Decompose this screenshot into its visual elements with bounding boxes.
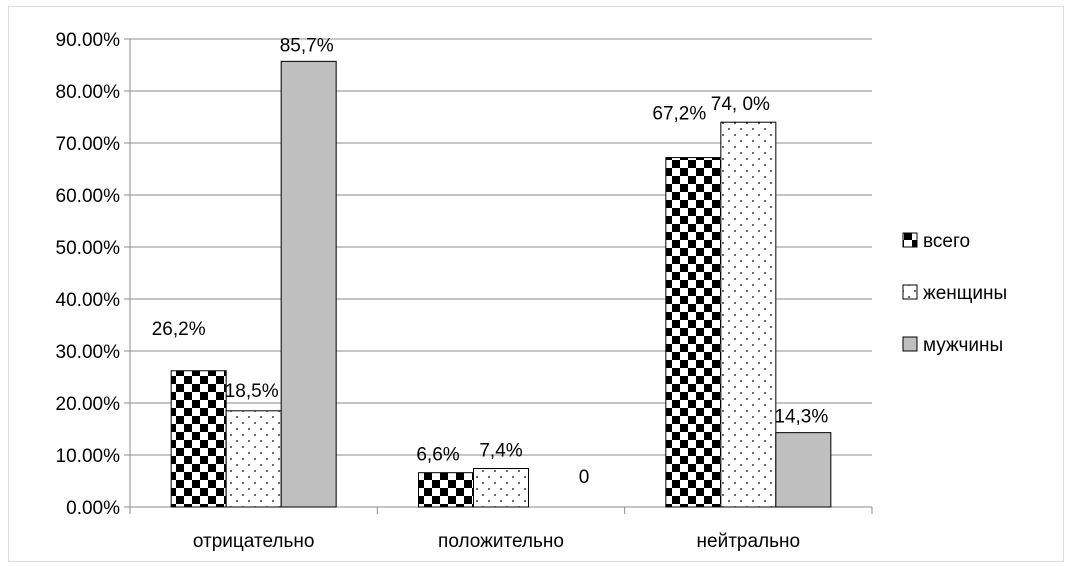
legend-label: мужчины	[923, 335, 1003, 356]
y-tick-label: 60.00%	[56, 186, 121, 207]
bar	[775, 432, 832, 508]
y-tick-label: 50.00%	[56, 238, 121, 259]
bar	[280, 60, 337, 508]
legend-label: женщины	[923, 283, 1007, 304]
legend: всего женщины мужчины	[902, 231, 1007, 356]
y-tick-label: 0.00%	[66, 498, 120, 519]
x-tick-label: положительно	[438, 531, 564, 552]
data-label: 14,3%	[774, 407, 828, 428]
y-tick-label: 40.00%	[56, 290, 121, 311]
data-labels: 26,2% 18,5% 85,7% 6,6% 7,4% 0 67,2% 74, 0% 14,3%	[152, 35, 829, 488]
data-label: 74, 0%	[711, 94, 770, 115]
y-tick-label: 70.00%	[56, 134, 121, 155]
bar	[473, 468, 529, 508]
legend-swatch	[902, 232, 918, 248]
y-tick-label: 30.00%	[56, 342, 121, 363]
data-label: 85,7%	[280, 35, 334, 56]
x-tick-label: отрицательно	[193, 531, 315, 552]
data-label: 0	[579, 467, 590, 488]
bar	[225, 410, 282, 508]
y-tick-label: 10.00%	[56, 446, 121, 467]
data-label: 26,2%	[152, 319, 206, 340]
legend-swatch	[902, 336, 918, 352]
data-label: 18,5%	[225, 381, 279, 402]
bar	[720, 121, 777, 508]
bars	[170, 60, 832, 508]
y-axis-tick-labels: 0.00% 10.00% 20.00% 30.00% 40.00% 50.00% 60.00…	[56, 30, 121, 519]
data-label: 67,2%	[652, 104, 706, 125]
x-axis-tick-labels: отрицательно положительно нейтрально	[193, 531, 800, 552]
x-tick-label: нейтрально	[697, 531, 801, 552]
legend-swatch	[902, 284, 918, 300]
bar	[418, 472, 474, 508]
y-tick-label: 20.00%	[56, 394, 121, 415]
bar	[170, 370, 227, 508]
data-label: 6,6%	[416, 445, 459, 466]
chart-frame	[8, 6, 1064, 562]
bar	[665, 157, 722, 508]
y-tick-label: 90.00%	[56, 30, 121, 51]
legend-label: всего	[923, 231, 970, 252]
y-tick-label: 80.00%	[56, 82, 121, 103]
data-label: 7,4%	[479, 441, 522, 462]
